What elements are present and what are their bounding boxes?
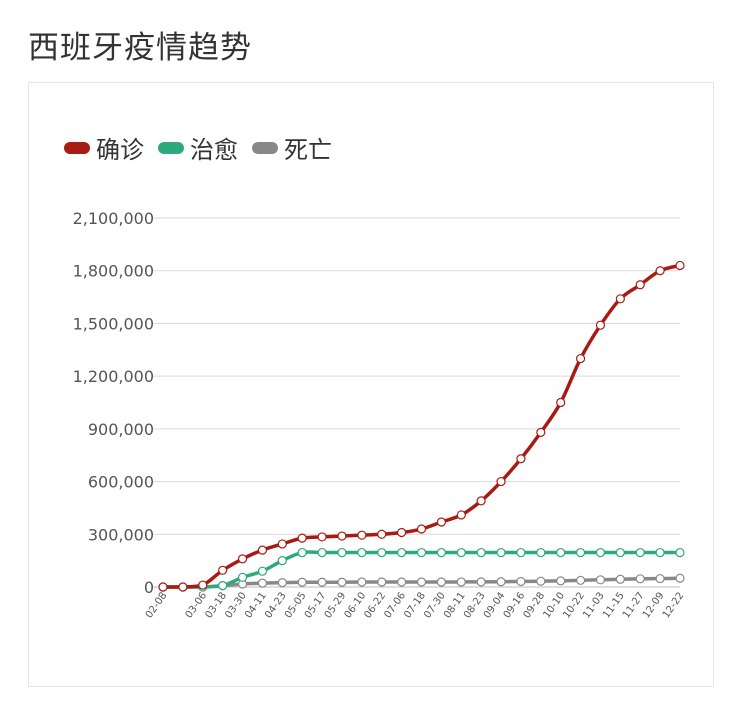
confirmed-point: [496, 476, 506, 487]
x-tick-label: 12-22: [661, 590, 687, 620]
confirmed-point: [237, 554, 248, 564]
legend-label-recovered: 治愈: [190, 136, 238, 164]
confirmed-point: [575, 353, 586, 364]
confirmed-point: [516, 454, 526, 464]
deaths-point: [635, 574, 645, 584]
legend-item-confirmed[interactable]: 确诊: [64, 130, 144, 165]
deaths-point: [317, 577, 327, 587]
recovered-point: [416, 547, 427, 558]
deaths-point: [496, 577, 506, 587]
recovered-point: [257, 566, 268, 576]
deaths-point: [456, 577, 466, 587]
deaths-point: [377, 577, 387, 587]
legend-swatch-recovered: [158, 141, 184, 154]
confirmed-point: [416, 524, 427, 534]
confirmed-point: [476, 496, 486, 506]
confirmed-point: [397, 527, 407, 538]
recovered-point: [615, 547, 625, 558]
recovered-point: [655, 547, 665, 558]
confirmed-point: [158, 582, 168, 592]
confirmed-point: [536, 427, 546, 437]
recovered-point: [237, 572, 248, 582]
confirmed-point: [456, 510, 466, 520]
recovered-point: [277, 556, 287, 566]
legend-swatch-deaths: [252, 141, 278, 154]
confirmed-point: [337, 531, 347, 541]
confirmed-point: [218, 565, 228, 575]
deaths-point: [675, 573, 685, 583]
recovered-point: [595, 547, 606, 558]
deaths-point: [615, 574, 625, 584]
deaths-point: [357, 577, 367, 587]
deaths-point: [575, 575, 586, 585]
deaths-point: [416, 577, 427, 587]
confirmed-point: [635, 280, 645, 290]
confirmed-point: [675, 260, 685, 271]
y-tick-label: 900,000: [88, 420, 154, 439]
confirmed-point: [377, 529, 387, 539]
recovered-point: [436, 547, 446, 558]
confirmed-point: [556, 397, 566, 408]
deaths-point: [277, 578, 287, 588]
confirmed-point: [198, 580, 208, 590]
deaths-point: [436, 577, 446, 587]
deaths-point: [476, 577, 486, 587]
confirmed-point: [436, 517, 446, 527]
deaths-point: [257, 578, 268, 588]
recovered-point: [297, 547, 307, 558]
deaths-point: [397, 577, 407, 587]
confirmed-point: [178, 582, 188, 592]
confirmed-point: [357, 530, 367, 540]
chart-legend: 确诊 治愈 死亡: [64, 130, 332, 165]
chart-card: [28, 82, 714, 687]
recovered-point: [397, 547, 407, 558]
legend-label-deaths: 死亡: [284, 136, 332, 164]
recovered-point: [575, 547, 586, 558]
confirmed-point: [615, 294, 625, 304]
recovered-point: [456, 547, 466, 558]
recovered-point: [496, 547, 506, 558]
y-tick-label: 0: [144, 578, 154, 597]
y-tick-label: 300,000: [88, 525, 154, 544]
recovered-point: [635, 547, 645, 558]
recovered-point: [377, 547, 387, 558]
recovered-point: [218, 580, 228, 591]
legend-label-confirmed: 确诊: [96, 136, 144, 164]
recovered-point: [516, 547, 526, 558]
recovered-point: [556, 547, 566, 558]
y-tick-label: 1,800,000: [73, 262, 154, 281]
recovered-point: [337, 547, 347, 558]
legend-item-recovered[interactable]: 治愈: [158, 130, 238, 165]
legend-swatch-confirmed: [64, 141, 90, 154]
confirmed-point: [317, 532, 327, 542]
y-tick-label: 1,200,000: [73, 367, 154, 386]
deaths-point: [556, 576, 566, 586]
confirmed-point: [655, 266, 665, 276]
confirmed-point: [297, 533, 307, 543]
confirmed-point: [595, 320, 606, 330]
legend-item-deaths[interactable]: 死亡: [252, 130, 332, 165]
recovered-point: [317, 547, 327, 558]
deaths-point: [655, 573, 665, 584]
confirmed-series-line: [162, 263, 681, 589]
y-tick-label: 2,100,000: [73, 209, 154, 228]
deaths-point: [516, 576, 526, 587]
confirmed-point: [277, 539, 287, 549]
recovered-point: [675, 547, 685, 558]
recovered-point: [536, 547, 546, 558]
confirmed-point: [257, 545, 268, 555]
deaths-point: [337, 577, 347, 587]
deaths-point: [595, 575, 606, 585]
page-title: 西班牙疫情趋势: [28, 30, 252, 66]
deaths-point: [297, 577, 307, 587]
y-tick-label: 1,500,000: [73, 314, 154, 333]
deaths-point: [536, 576, 546, 586]
recovered-point: [476, 547, 486, 558]
recovered-point: [357, 547, 367, 558]
y-tick-label: 600,000: [88, 473, 154, 492]
